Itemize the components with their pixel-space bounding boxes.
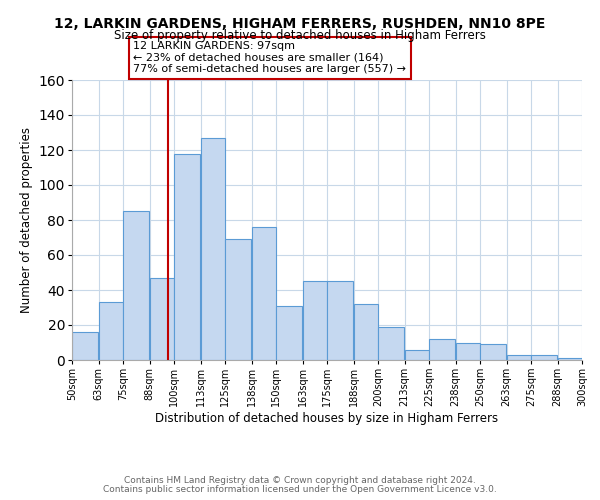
- Bar: [251, 227, 276, 360]
- Bar: [302, 281, 327, 360]
- Bar: [557, 358, 582, 360]
- Bar: [174, 154, 200, 360]
- Bar: [225, 240, 251, 360]
- Bar: [72, 332, 98, 360]
- Bar: [404, 350, 429, 360]
- Text: Size of property relative to detached houses in Higham Ferrers: Size of property relative to detached ho…: [114, 29, 486, 42]
- Text: Contains public sector information licensed under the Open Government Licence v3: Contains public sector information licen…: [103, 484, 497, 494]
- Y-axis label: Number of detached properties: Number of detached properties: [20, 127, 33, 313]
- Bar: [200, 138, 225, 360]
- Bar: [531, 355, 557, 360]
- Bar: [506, 355, 531, 360]
- Bar: [327, 281, 353, 360]
- Bar: [98, 302, 123, 360]
- Bar: [429, 339, 455, 360]
- Text: 12 LARKIN GARDENS: 97sqm
← 23% of detached houses are smaller (164)
77% of semi-: 12 LARKIN GARDENS: 97sqm ← 23% of detach…: [133, 41, 406, 74]
- X-axis label: Distribution of detached houses by size in Higham Ferrers: Distribution of detached houses by size …: [155, 412, 499, 425]
- Bar: [378, 327, 404, 360]
- Text: 12, LARKIN GARDENS, HIGHAM FERRERS, RUSHDEN, NN10 8PE: 12, LARKIN GARDENS, HIGHAM FERRERS, RUSH…: [55, 18, 545, 32]
- Text: Contains HM Land Registry data © Crown copyright and database right 2024.: Contains HM Land Registry data © Crown c…: [124, 476, 476, 485]
- Bar: [123, 211, 149, 360]
- Bar: [480, 344, 506, 360]
- Bar: [276, 306, 302, 360]
- Bar: [149, 278, 174, 360]
- Bar: [455, 342, 480, 360]
- Bar: [353, 304, 378, 360]
